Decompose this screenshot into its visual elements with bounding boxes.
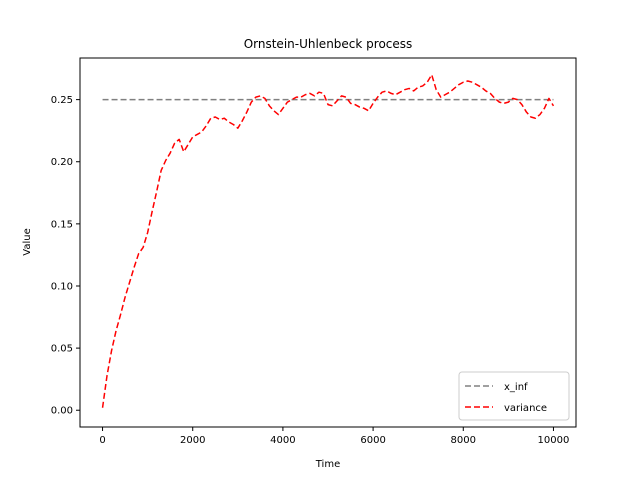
x-tick-label: 4000 [270, 435, 295, 446]
y-tick-label: 0.15 [51, 219, 73, 230]
plot-frame [79, 57, 577, 428]
plot-area [101, 74, 555, 408]
x-tick-label: 10000 [538, 435, 570, 446]
x-tick-label: 6000 [360, 435, 385, 446]
y-tick-label: 0.10 [51, 281, 73, 292]
y-tick-label: 0.00 [51, 406, 73, 417]
y-axis: 0.00 0.05 0.10 0.15 0.20 0.25 [51, 95, 80, 417]
y-tick-label: 0.05 [51, 344, 73, 355]
x-tick-label: 2000 [180, 435, 205, 446]
x-axis-label: Time [315, 459, 340, 470]
legend: x_inf variance [458, 371, 570, 421]
x-tick-label: 8000 [451, 435, 476, 446]
y-tick-label: 0.25 [51, 95, 73, 106]
x-tick-label: 0 [99, 435, 105, 446]
chart-title: Ornstein-Uhlenbeck process [244, 37, 413, 51]
y-tick-label: 0.20 [51, 157, 73, 168]
legend-label-x-inf: x_inf [504, 382, 528, 393]
y-axis-label: Value [22, 228, 33, 255]
series-line-variance [101, 74, 555, 408]
x-axis: 0 2000 4000 6000 8000 10000 [99, 427, 569, 446]
legend-box [458, 371, 570, 421]
legend-label-variance: variance [504, 403, 547, 414]
